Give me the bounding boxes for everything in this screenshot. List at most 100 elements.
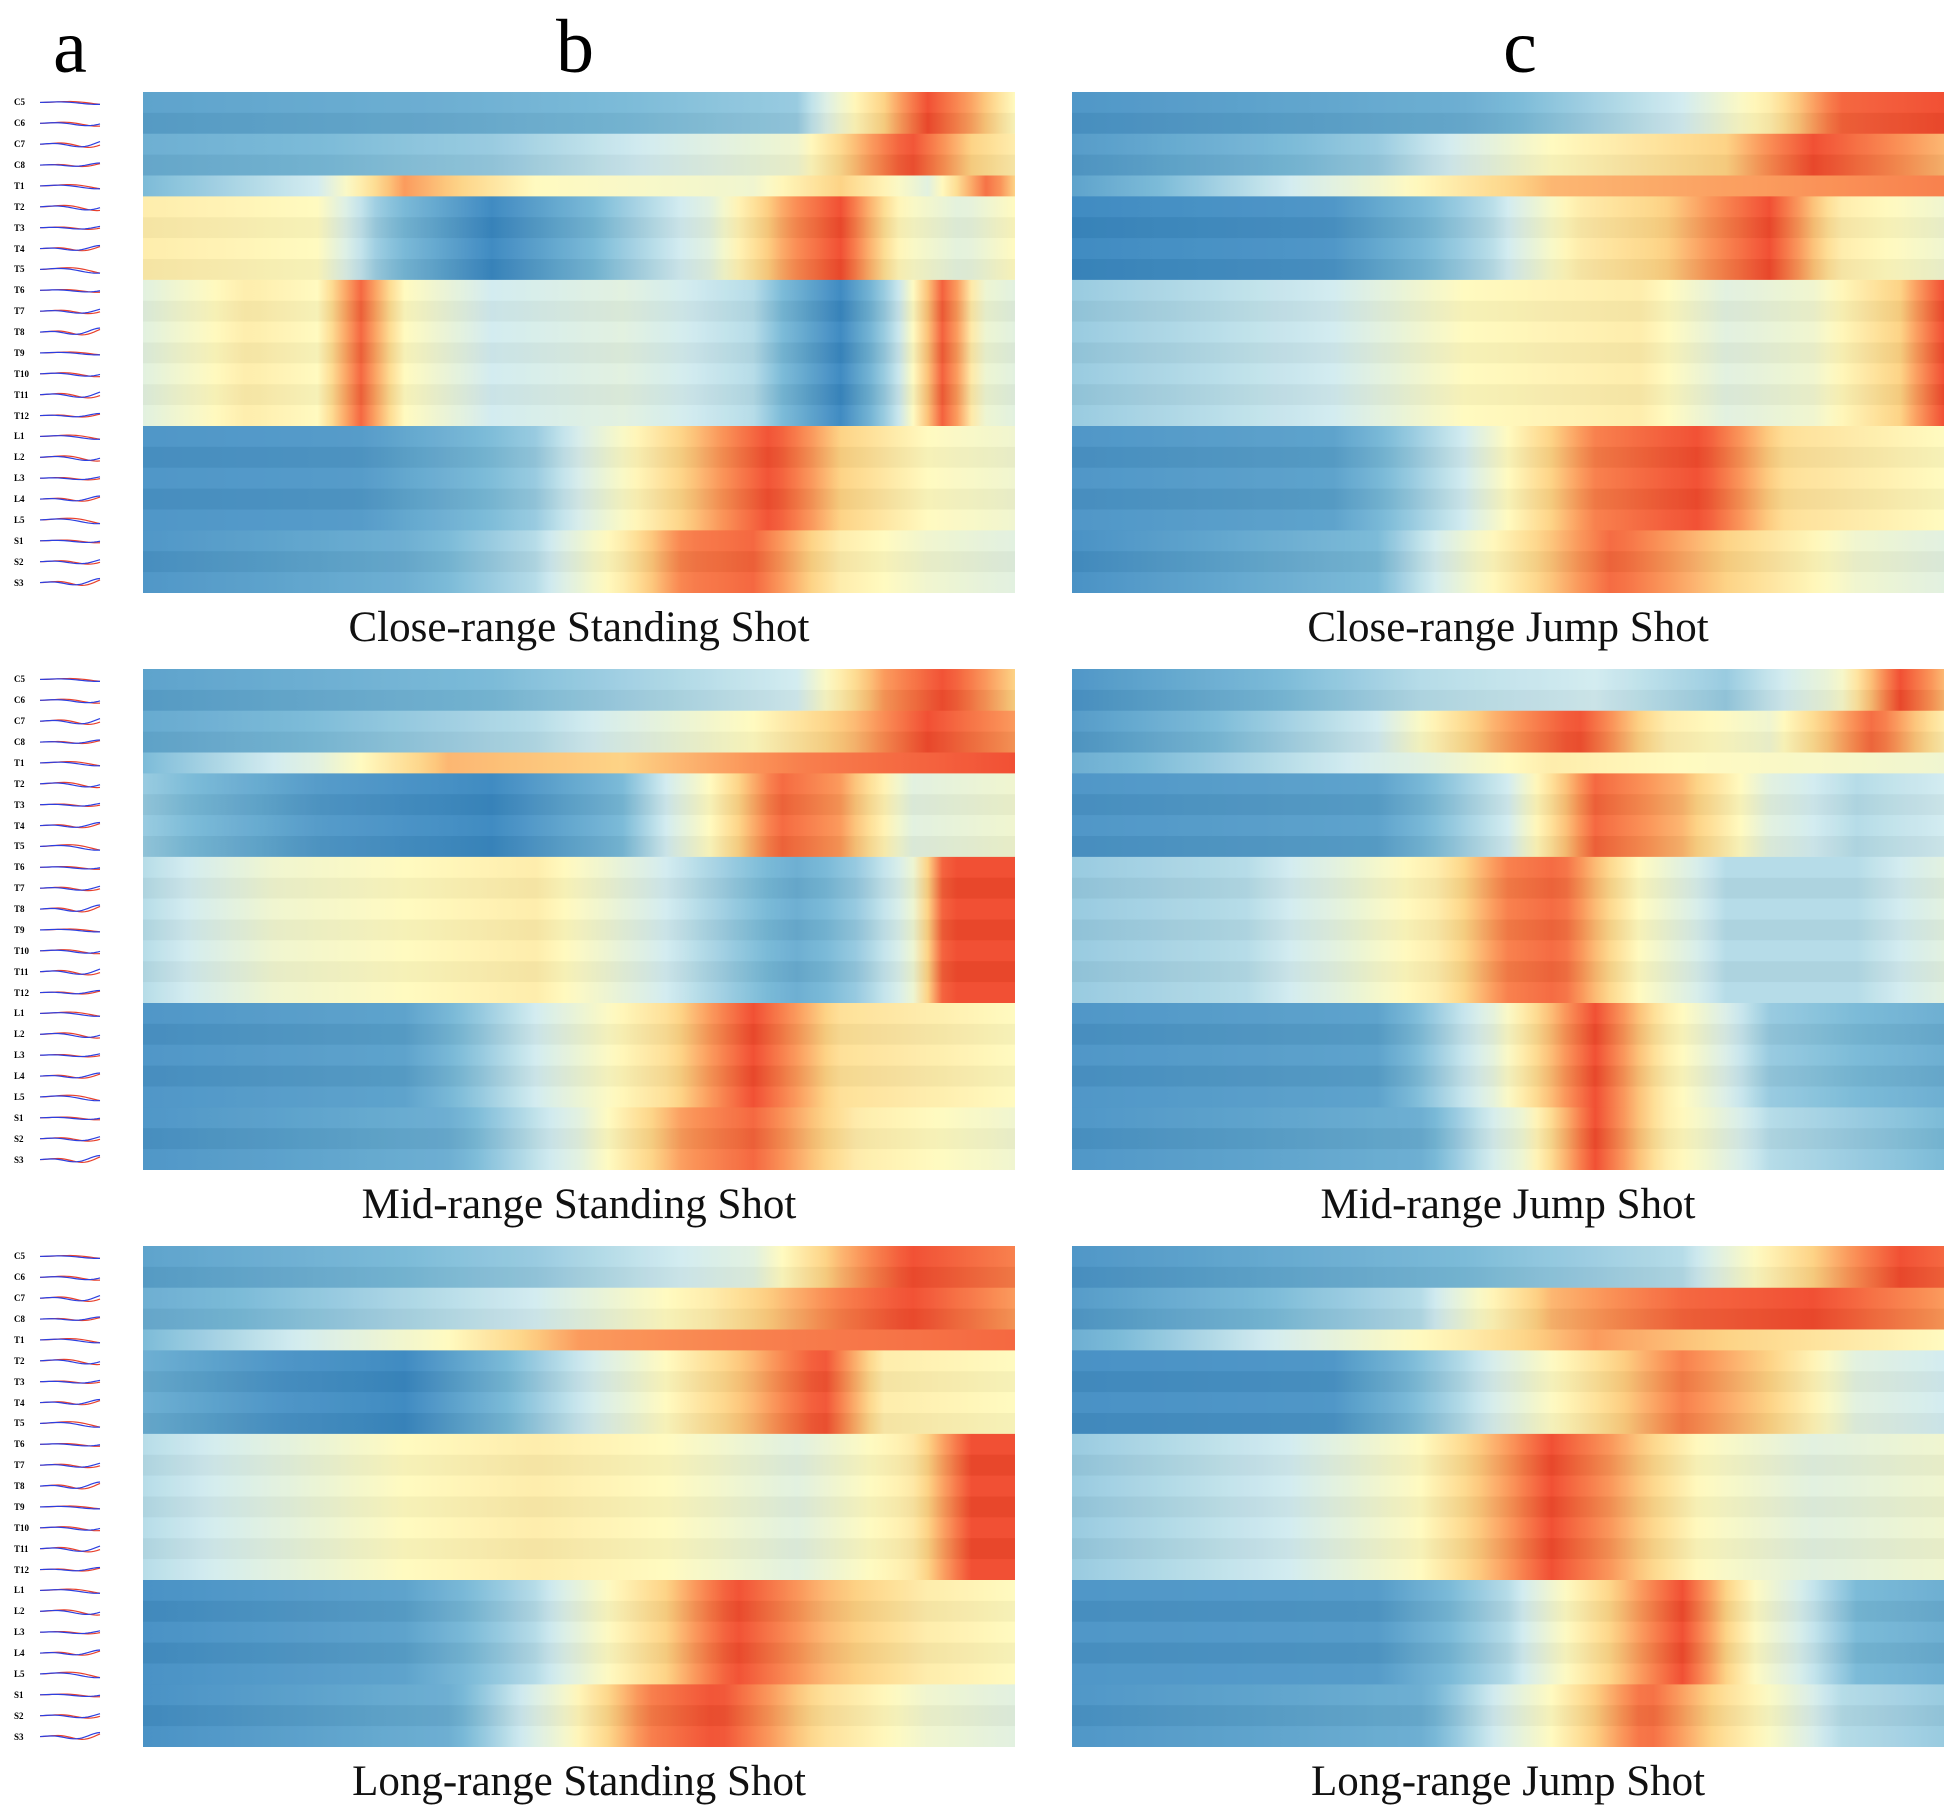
waveform-trace bbox=[40, 885, 101, 891]
heatmap-row-shade bbox=[1072, 732, 1944, 753]
heatmap-cell-s2 bbox=[1072, 1705, 1944, 1727]
heatmap-cell-l4 bbox=[1072, 1065, 1944, 1088]
segment-label: T10 bbox=[14, 945, 30, 956]
waveform-trace bbox=[40, 351, 101, 356]
heatmap-row-shade bbox=[1072, 815, 1944, 836]
heatmap-row-shade bbox=[143, 343, 1015, 364]
heatmap-row-shade bbox=[1072, 1246, 1944, 1267]
heatmap-row-shade bbox=[143, 384, 1015, 405]
heatmap-cell-t10 bbox=[1072, 363, 1944, 385]
heatmap-row-shade bbox=[1072, 1128, 1944, 1149]
heatmap-cell-l3 bbox=[143, 1621, 1015, 1644]
heatmap-cell-l2 bbox=[1072, 1600, 1944, 1623]
heatmap-cell-t12 bbox=[143, 1559, 1015, 1581]
segment-label: T6 bbox=[14, 862, 25, 873]
heatmap-cell-t1 bbox=[143, 175, 1015, 197]
heatmap-cell-t4 bbox=[1072, 1392, 1944, 1414]
heatmap-row-shade bbox=[1072, 753, 1944, 774]
segment-label-column: C5 C6 C7 C8 T1 T2 T3 T4 T5 T6 T7 T8 T9 T10 T11 T12 L1 L2 L… bbox=[0, 669, 115, 1170]
segment-label: T3 bbox=[14, 799, 25, 810]
waveform-trace bbox=[40, 1276, 101, 1281]
heatmap-cell-c7 bbox=[143, 133, 1015, 156]
waveform-trace bbox=[40, 844, 101, 851]
heatmap-cell-c7 bbox=[1072, 710, 1944, 733]
heatmap-cell-l4 bbox=[143, 488, 1015, 511]
waveform-trace bbox=[40, 949, 101, 954]
segment-label: C5 bbox=[14, 1251, 25, 1262]
segment-label: T6 bbox=[14, 285, 25, 296]
heatmap-row-shade bbox=[143, 113, 1015, 134]
waveform-trace bbox=[40, 1295, 101, 1302]
waveform-trace bbox=[40, 1359, 101, 1365]
heatmap-row-shade bbox=[143, 301, 1015, 322]
waveform-trace bbox=[40, 1116, 101, 1121]
heatmap-cell-c8 bbox=[1072, 731, 1944, 754]
waveform-trace bbox=[40, 989, 101, 995]
heatmap-cell-t6 bbox=[143, 279, 1015, 302]
heatmap-row-shade bbox=[1072, 468, 1944, 489]
waveform-traces bbox=[40, 677, 101, 1163]
heatmap-cell-t7 bbox=[1072, 1454, 1944, 1477]
waveform-trace bbox=[40, 205, 101, 211]
segment-label: T10 bbox=[14, 368, 30, 379]
heatmap-row-shade bbox=[1072, 301, 1944, 322]
heatmap-row-shade bbox=[143, 1246, 1015, 1267]
waveform-trace bbox=[40, 476, 101, 481]
waveform-trace bbox=[40, 739, 101, 744]
waveform-trace bbox=[40, 1481, 101, 1489]
heatmap-cell-t3 bbox=[143, 1371, 1015, 1393]
waveform-trace bbox=[40, 289, 101, 293]
heatmap-row-shade bbox=[143, 238, 1015, 259]
heatmap-row-shade bbox=[143, 836, 1015, 857]
waveform-traces bbox=[40, 100, 101, 586]
panel-caption: Long-range Standing Shot bbox=[352, 1758, 806, 1805]
segment-label: T2 bbox=[14, 778, 25, 789]
waveform-trace bbox=[40, 412, 101, 418]
heatmap-cell-l2 bbox=[143, 1023, 1015, 1046]
heatmap-cell-s3 bbox=[143, 572, 1015, 593]
heatmap-row-shade bbox=[143, 217, 1015, 238]
heatmap-cell-s3 bbox=[1072, 572, 1944, 593]
heatmap-row-shade bbox=[143, 280, 1015, 301]
segment-label: L5 bbox=[14, 1668, 25, 1679]
waveform-trace bbox=[40, 577, 101, 586]
heatmap-row-shade bbox=[143, 794, 1015, 815]
heatmap-cell-t2 bbox=[1072, 1350, 1944, 1372]
heatmap-cell-l1 bbox=[143, 1003, 1015, 1025]
heatmap-row-shade bbox=[1072, 1045, 1944, 1066]
heatmap-cell-c5 bbox=[1072, 92, 1944, 114]
heatmap-cell-t12 bbox=[1072, 405, 1944, 427]
waveform-trace bbox=[40, 1053, 101, 1058]
heatmap-cell-t5 bbox=[143, 836, 1015, 858]
segment-label: T6 bbox=[14, 1439, 25, 1450]
heatmap-cell-c8 bbox=[1072, 1308, 1944, 1331]
heatmap-cell-l5 bbox=[143, 1663, 1015, 1685]
segment-label: C8 bbox=[14, 737, 25, 748]
heatmap-cell-s1 bbox=[1072, 530, 1944, 552]
segment-label: S2 bbox=[14, 1710, 24, 1721]
segment-label: T7 bbox=[14, 306, 25, 317]
heatmap-row-shade bbox=[1072, 551, 1944, 572]
waveform-trace bbox=[40, 1589, 101, 1594]
segment-label: T9 bbox=[14, 924, 25, 935]
waveform-trace bbox=[40, 1462, 101, 1468]
heatmap-cell-t3 bbox=[1072, 1371, 1944, 1393]
waveform-trace bbox=[40, 928, 101, 933]
heatmap-cell-l2 bbox=[1072, 446, 1944, 469]
heatmap-row-shade bbox=[1072, 405, 1944, 426]
heatmap-cell-t10 bbox=[143, 1517, 1015, 1539]
heatmap-cell-t10 bbox=[143, 940, 1015, 962]
segment-label: T12 bbox=[14, 987, 30, 998]
heatmap-cell-l2 bbox=[143, 446, 1015, 469]
panel-caption: Close-range Standing Shot bbox=[348, 604, 810, 651]
heatmap-cell-s3 bbox=[1072, 1726, 1944, 1747]
heatmap-row-shade bbox=[143, 982, 1015, 1003]
heatmap-row-shade bbox=[1072, 1476, 1944, 1497]
heatmap-cell-c5 bbox=[1072, 1246, 1944, 1268]
heatmap-row-shade bbox=[1072, 711, 1944, 732]
heatmap-row-shade bbox=[1072, 1726, 1944, 1747]
heatmap-cell-t2 bbox=[143, 1350, 1015, 1372]
heatmap-cell-c8 bbox=[143, 731, 1015, 754]
heatmap-row-shade bbox=[1072, 920, 1944, 941]
heatmap-row-shade bbox=[143, 196, 1015, 217]
